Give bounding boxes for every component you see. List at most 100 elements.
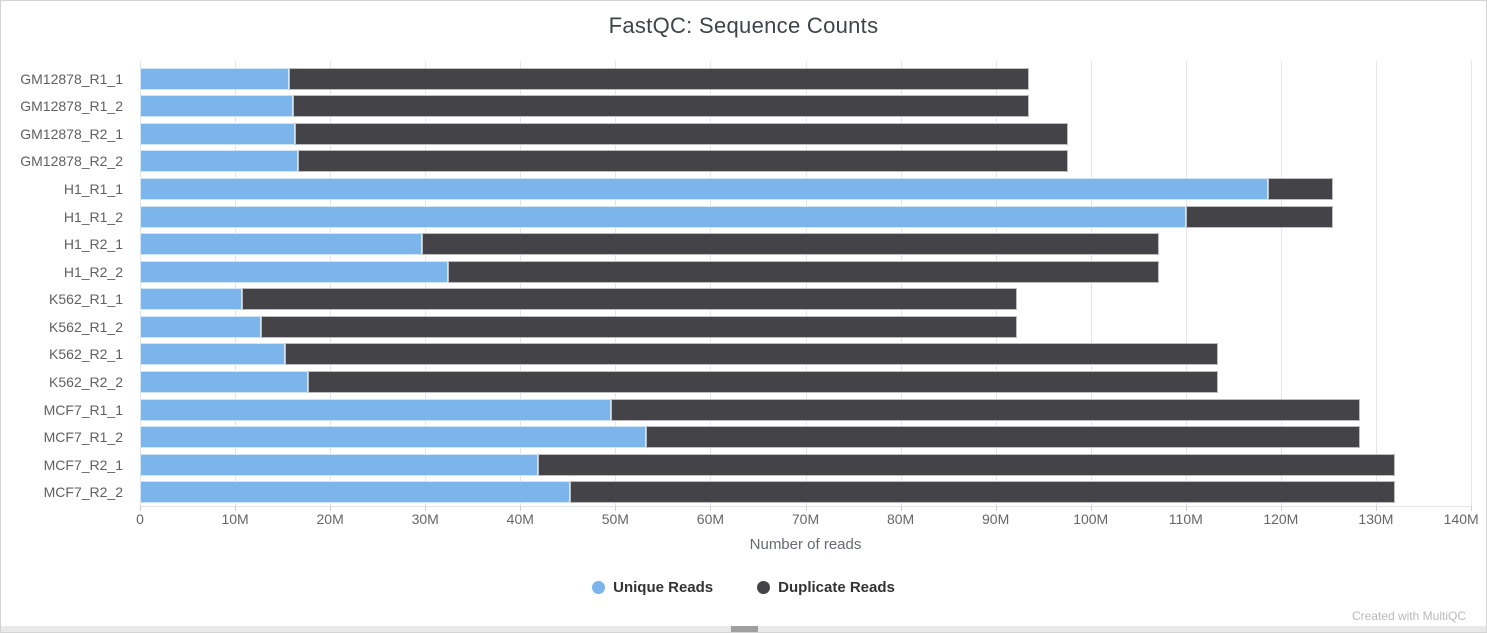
gridline (1375, 61, 1377, 506)
duplicate-reads-segment[interactable] (645, 426, 1360, 449)
duplicate-reads-segment[interactable] (293, 95, 1029, 118)
duplicate-reads-segment[interactable] (538, 453, 1395, 476)
category-label: H1_R1_1 (63, 181, 123, 198)
x-tick-label: 30M (411, 511, 439, 527)
plot-area (140, 65, 1471, 506)
category-label: GM12878_R1_1 (20, 70, 123, 87)
stacked-bar (140, 205, 1471, 228)
unique-reads-segment[interactable] (140, 150, 298, 173)
chart-title: FastQC: Sequence Counts (608, 13, 879, 38)
unique-reads-segment[interactable] (140, 95, 294, 118)
duplicate-reads-segment[interactable] (422, 233, 1160, 256)
category-label: MCF7_R1_2 (43, 429, 123, 446)
bar-row (140, 148, 1471, 176)
duplicate-reads-segment[interactable] (569, 481, 1395, 504)
duplicate-reads-segment[interactable] (260, 315, 1017, 338)
x-tick-label: 120M (1263, 511, 1299, 527)
x-tick-label: 90M (982, 511, 1010, 527)
unique-reads-segment[interactable] (140, 122, 295, 145)
tickmark (1280, 506, 1282, 511)
x-tick-label: 0 (136, 511, 144, 527)
x-tick-label: 60M (696, 511, 725, 527)
gridline-layer (140, 61, 1472, 506)
unique-reads-segment[interactable] (140, 67, 290, 90)
tickmark (425, 506, 427, 511)
gridline (1185, 61, 1187, 506)
x-tick-label: 10M (221, 511, 249, 527)
unique-reads-segment[interactable] (140, 178, 1269, 201)
tickmark (1185, 506, 1187, 511)
bar-row (140, 258, 1471, 286)
stacked-bar (140, 95, 1471, 118)
category-label: K562_R2_2 (49, 373, 123, 390)
gridline (710, 61, 712, 506)
tickmark (710, 506, 712, 511)
duplicate-reads-swatch-icon (757, 581, 771, 594)
x-tick-label: 70M (791, 511, 820, 527)
tickmark (805, 506, 807, 511)
stacked-bar (140, 453, 1471, 476)
unique-reads-segment[interactable] (140, 205, 1186, 228)
category-label: GM12878_R2_1 (20, 125, 123, 142)
duplicate-reads-segment[interactable] (241, 288, 1017, 311)
bar-row (140, 203, 1471, 231)
bar-row (140, 423, 1471, 451)
unique-reads-segment[interactable] (140, 343, 286, 366)
unique-reads-segment[interactable] (140, 453, 539, 476)
unique-reads-segment[interactable] (140, 288, 242, 311)
unique-reads-segment[interactable] (140, 233, 423, 256)
unique-reads-segment[interactable] (140, 481, 570, 504)
unique-reads-segment[interactable] (140, 315, 261, 338)
duplicate-reads-segment[interactable] (1268, 178, 1334, 201)
legend-item-duplicate-reads[interactable]: Duplicate Reads (757, 579, 895, 596)
stacked-bar (140, 122, 1471, 145)
bar-row (140, 120, 1471, 148)
tickmark (520, 506, 522, 511)
tickmark (1471, 506, 1472, 511)
x-tick-label: 140M (1443, 511, 1479, 527)
x-tick-label: 110M (1168, 511, 1203, 527)
horizontal-scrollbar-track[interactable] (1, 626, 1486, 632)
bar-row (140, 313, 1471, 341)
tickmark (615, 506, 617, 511)
gridline (520, 61, 522, 506)
stacked-bar (140, 150, 1471, 173)
stacked-bar (140, 260, 1471, 283)
duplicate-reads-segment[interactable] (297, 150, 1068, 173)
unique-reads-segment[interactable] (140, 398, 611, 421)
duplicate-reads-segment[interactable] (294, 122, 1068, 145)
duplicate-reads-segment[interactable] (448, 260, 1160, 283)
duplicate-reads-segment[interactable] (1185, 205, 1334, 228)
stacked-bar (140, 481, 1471, 504)
gridline (900, 61, 902, 506)
stacked-bar (140, 315, 1471, 338)
category-label: MCF7_R1_1 (43, 401, 123, 418)
stacked-bar (140, 233, 1471, 256)
bar-row (140, 286, 1471, 314)
category-label: MCF7_R2_2 (43, 484, 123, 501)
category-label: H1_R2_1 (63, 236, 123, 253)
unique-reads-segment[interactable] (140, 260, 449, 283)
duplicate-reads-segment[interactable] (289, 67, 1029, 90)
y-axis-category-labels: GM12878_R1_1 GM12878_R1_2 GM12878_R2_1 GM12… (1, 65, 132, 506)
bar-row (140, 93, 1471, 121)
legend-item-unique-reads[interactable]: Unique Reads (592, 579, 713, 596)
duplicate-reads-segment[interactable] (610, 398, 1360, 421)
unique-reads-segment[interactable] (140, 426, 646, 449)
x-axis-title: Number of reads (749, 536, 862, 553)
horizontal-scrollbar-thumb[interactable] (731, 626, 758, 632)
duplicate-reads-segment[interactable] (285, 343, 1219, 366)
gridline (235, 61, 237, 506)
x-tick-label: 20M (316, 511, 344, 527)
tickmark (235, 506, 237, 511)
legend: Unique Reads Duplicate Reads (1, 579, 1486, 596)
gridline (1280, 61, 1282, 506)
x-tick-label: 50M (601, 511, 629, 527)
unique-reads-segment[interactable] (140, 370, 309, 393)
legend-label: Unique Reads (613, 579, 714, 596)
category-label: K562_R1_1 (49, 291, 123, 308)
gridline (805, 61, 807, 506)
category-label: K562_R2_1 (49, 346, 123, 363)
duplicate-reads-segment[interactable] (308, 370, 1219, 393)
category-label: H1_R2_2 (63, 263, 123, 280)
